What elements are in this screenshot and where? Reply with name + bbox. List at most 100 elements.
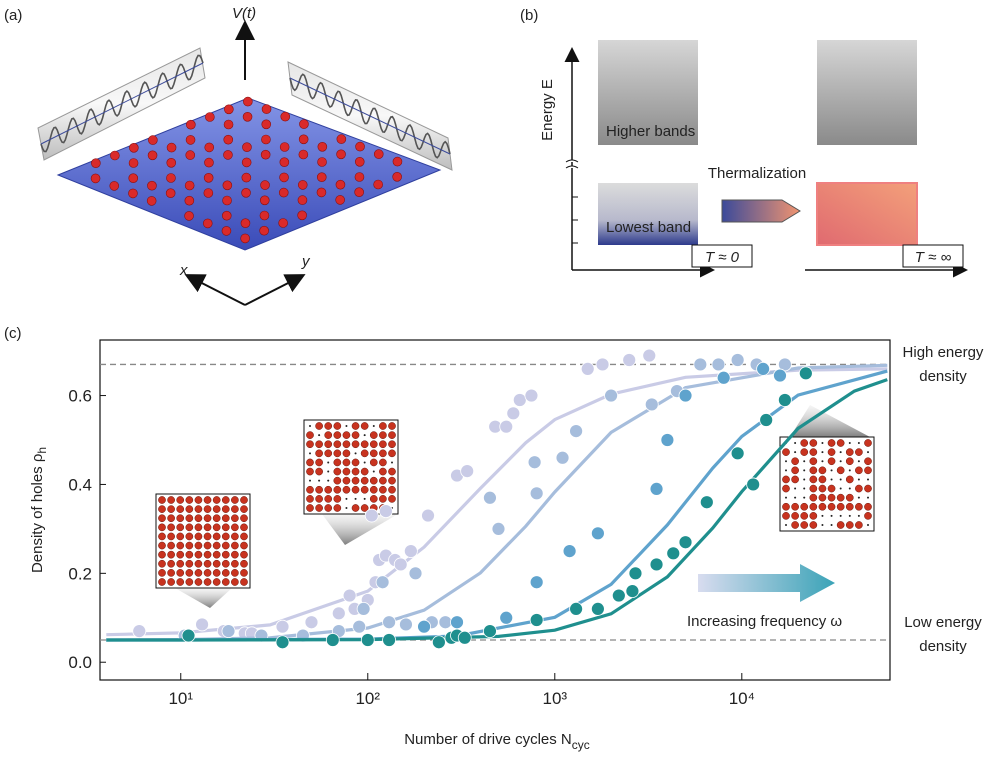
inset-site [194,514,203,523]
inset-site [306,467,314,476]
inset-site [830,514,833,517]
inset-site [185,496,194,504]
inset-site [867,496,869,499]
inset-site [372,470,375,473]
data-point [569,601,583,616]
inset-site [845,502,854,511]
axis-break [565,159,579,169]
inset-site [800,439,809,447]
inset-site [167,541,175,550]
inset-site [185,550,194,559]
inset-site [803,478,806,481]
inset-site [809,475,818,484]
inset-site [857,514,860,517]
data-point [438,615,453,630]
atom [186,119,196,130]
data-point [604,388,618,403]
atom [203,188,214,198]
inset-site [803,496,806,499]
inset-site [360,449,369,458]
inset-site [212,532,221,541]
inset-site [845,475,854,484]
inset-site [351,431,360,439]
atom [147,180,157,191]
drive-center [289,77,451,155]
inset-site [212,505,221,513]
inset-site [167,532,175,541]
atom [297,210,307,221]
inset-site [848,469,851,472]
atom [278,187,289,198]
inset-site [342,467,351,476]
inset-site [342,449,351,458]
data-point [580,361,595,376]
inset-site [351,458,360,467]
inset-site [306,458,314,467]
atom [392,156,403,167]
atom [392,172,402,182]
inset-site [363,461,366,464]
inset-site [203,496,212,504]
x-axis-label-text: Number of drive cycles N [404,731,572,748]
inset-site [388,495,396,503]
inset-site [315,504,323,512]
inset-site [306,431,314,439]
atom [185,135,196,145]
data-point [590,526,605,541]
inset-site [212,578,221,586]
inset-site [240,532,248,541]
inset-site [333,422,342,430]
data-point [649,557,664,572]
inset-site [836,502,845,511]
data-point [195,617,209,632]
inset-site [864,512,872,520]
data-point [778,393,792,407]
inset-site [176,559,185,568]
inset-site [839,460,842,463]
atom [205,112,215,122]
panel-c: (c) 0.0 0.2 0.4 0.6 10¹ 10² 10³ 10⁴ Increasing f… [4,325,984,752]
x-tick-label: 10⁴ [729,689,755,708]
inset-site [315,467,323,476]
band [816,182,918,246]
inset-site [167,578,175,586]
x-axis-label: Number of drive cycles Ncyc [404,731,590,752]
data-point [360,633,375,647]
atom [109,181,120,191]
inset-site [203,578,212,586]
atom [166,142,177,153]
inset-site [167,559,175,568]
data-point [417,619,431,634]
data-point [678,388,693,403]
inset-site [231,505,239,513]
data-point [642,348,657,363]
inset-site [194,505,203,513]
atom [223,119,234,130]
data-point [382,633,396,647]
atom [336,149,346,160]
inset-site [176,523,185,532]
data-point [693,357,708,372]
inset-site [240,578,248,586]
data-point [181,628,196,643]
inset-site [379,485,387,494]
data-point [393,557,408,572]
inset-site [864,502,872,511]
inset-site [167,514,175,523]
data-point [499,610,514,625]
atom [298,134,309,145]
inset-site [379,467,387,476]
inset-site [821,460,824,463]
atom [128,158,139,168]
data-point [666,546,681,561]
inset-site [809,457,818,466]
data-point [403,544,418,559]
inset-site [221,559,230,568]
inset-site [221,496,230,504]
inset-site [167,550,175,559]
inset-site [369,495,378,503]
atom [242,142,252,152]
inset-cone [322,514,398,545]
atom [241,157,252,168]
atom [222,195,232,206]
